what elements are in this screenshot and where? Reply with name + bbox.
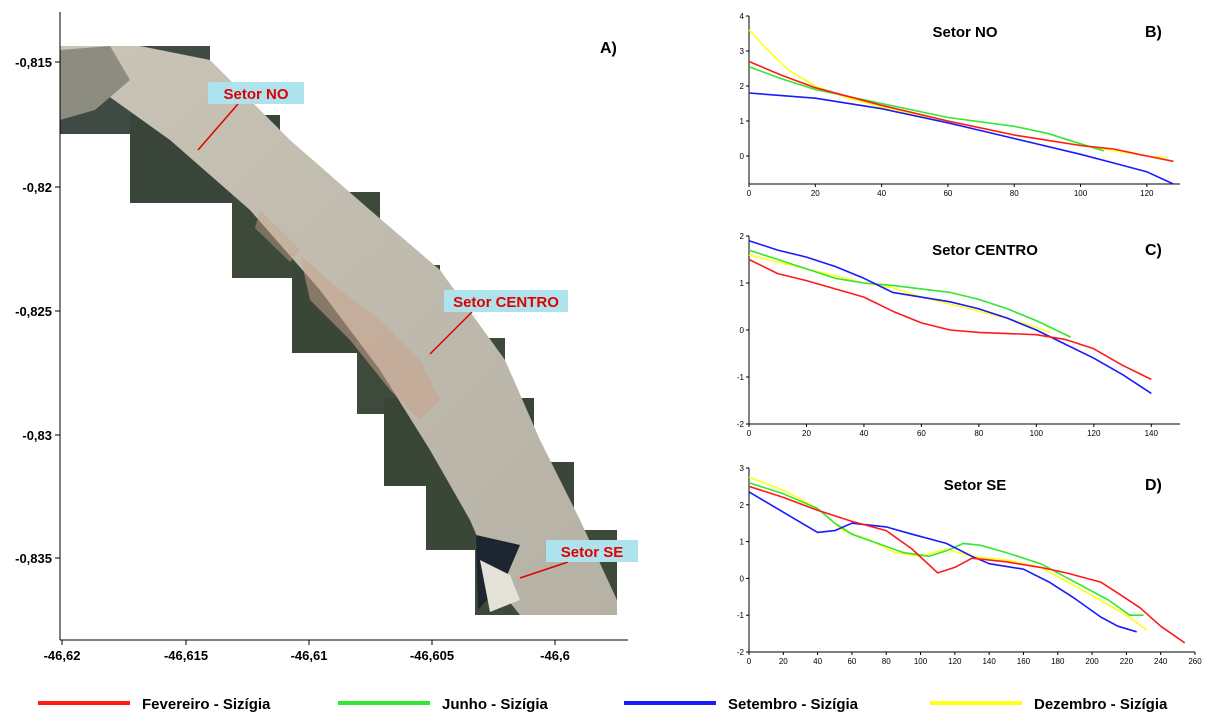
y-tick-label: 3 [740,464,745,473]
legend-label: Junho - Sizígia [442,696,548,713]
x-tick-label: 100 [914,657,928,666]
map-x-tick-label: -46,6 [540,648,570,663]
y-tick-label: 2 [740,82,745,91]
y-tick-label: 2 [740,232,745,241]
map-x-tick-label: -46,615 [164,648,208,663]
chart-title: Setor NO [932,24,997,41]
x-tick-label: 140 [1145,429,1159,438]
map-y-tick-label: -0,82 [22,180,52,195]
legend: Fevereiro - Sizígia Junho - Sizígia Setemb… [38,696,1168,713]
x-tick-label: 260 [1188,657,1202,666]
series-line-fevereiro [748,485,1186,644]
callout-label-no: Setor NO [223,86,288,103]
panel-tag: C) [1145,242,1162,259]
panel-tag: D) [1145,477,1162,494]
map-panel: -0,815 -0,82 -0,825 -0,83 -0,835 -46,62 -46,6… [15,12,638,663]
y-tick-label: -2 [737,648,745,657]
x-tick-label: 100 [1074,189,1088,198]
map-y-tick-label: -0,83 [22,428,52,443]
x-tick-label: 0 [747,189,752,198]
panel-tag-a: A) [600,40,617,57]
x-tick-label: 0 [747,429,752,438]
x-tick-label: 60 [847,657,856,666]
y-tick-label: -2 [737,420,745,429]
x-tick-label: 20 [811,189,820,198]
y-tick-label: -1 [737,611,745,620]
map-x-tick-label: -46,61 [291,648,328,663]
x-tick-label: 120 [1087,429,1101,438]
series-line-junho [748,66,1104,152]
callout-label-se: Setor SE [561,544,624,561]
callout-setor-centro: Setor CENTRO [429,290,568,355]
x-tick-label: 220 [1120,657,1134,666]
y-tick-label: -1 [737,373,745,382]
x-tick-label: 120 [1140,189,1154,198]
profile-chart-setor-se: -2 -1 0 1 2 3 0 20 40 60 80 100 120 140 160 180 200 220 24… [737,464,1202,666]
x-tick-label: 160 [1017,657,1031,666]
series-line-setembro [748,491,1137,633]
y-tick-label: 0 [740,326,745,335]
map-x-tick-label: -46,62 [44,648,81,663]
legend-label: Dezembro - Sizígia [1034,696,1168,713]
y-tick-label: 2 [740,501,745,510]
series-line-junho [748,481,1144,616]
x-tick-label: 120 [948,657,962,666]
y-tick-label: 4 [740,12,745,21]
map-y-tick-label: -0,835 [15,551,52,566]
map-y-tick-label: -0,825 [15,304,52,319]
x-tick-label: 60 [943,189,952,198]
x-tick-label: 80 [882,657,891,666]
callout-setor-se: Setor SE [519,540,638,579]
x-tick-label: 60 [917,429,926,438]
legend-label: Fevereiro - Sizígia [142,696,271,713]
x-tick-label: 20 [779,657,788,666]
chart-title: Setor CENTRO [932,242,1038,259]
satellite-mosaic [60,46,617,615]
x-tick-label: 100 [1030,429,1044,438]
x-tick-label: 40 [859,429,868,438]
series-line-junho [748,249,1072,338]
chart-title: Setor SE [944,477,1007,494]
x-tick-label: 40 [877,189,886,198]
x-tick-label: 80 [974,429,983,438]
y-tick-label: 1 [740,538,745,547]
x-tick-label: 240 [1154,657,1168,666]
callout-setor-no: Setor NO [197,82,304,151]
series-line-dezembro [748,29,1167,159]
panel-tag: B) [1145,24,1162,41]
x-tick-label: 200 [1085,657,1099,666]
map-y-tick-label: -0,815 [15,55,52,70]
x-tick-label: 20 [802,429,811,438]
legend-label: Setembro - Sizígia [728,696,859,713]
map-x-tick-label: -46,605 [410,648,454,663]
x-tick-label: 40 [813,657,822,666]
series-line-setembro [748,239,1152,395]
x-tick-label: 80 [1010,189,1019,198]
series-line-fevereiro [748,258,1152,381]
y-tick-label: 1 [740,279,745,288]
callout-label-centro: Setor CENTRO [453,294,559,311]
x-tick-label: 180 [1051,657,1065,666]
y-tick-label: 3 [740,47,745,56]
y-tick-label: 0 [740,574,745,583]
x-tick-label: 0 [747,657,752,666]
y-tick-label: 0 [740,152,745,161]
y-tick-label: 1 [740,117,745,126]
series-line-fevereiro [748,60,1174,163]
series-line-setembro [748,92,1174,185]
x-tick-label: 140 [982,657,996,666]
